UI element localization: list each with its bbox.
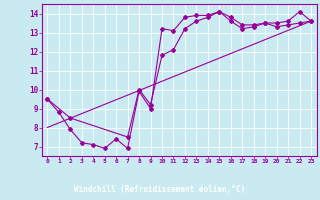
- Text: Windchill (Refroidissement éolien,°C): Windchill (Refroidissement éolien,°C): [75, 185, 245, 194]
